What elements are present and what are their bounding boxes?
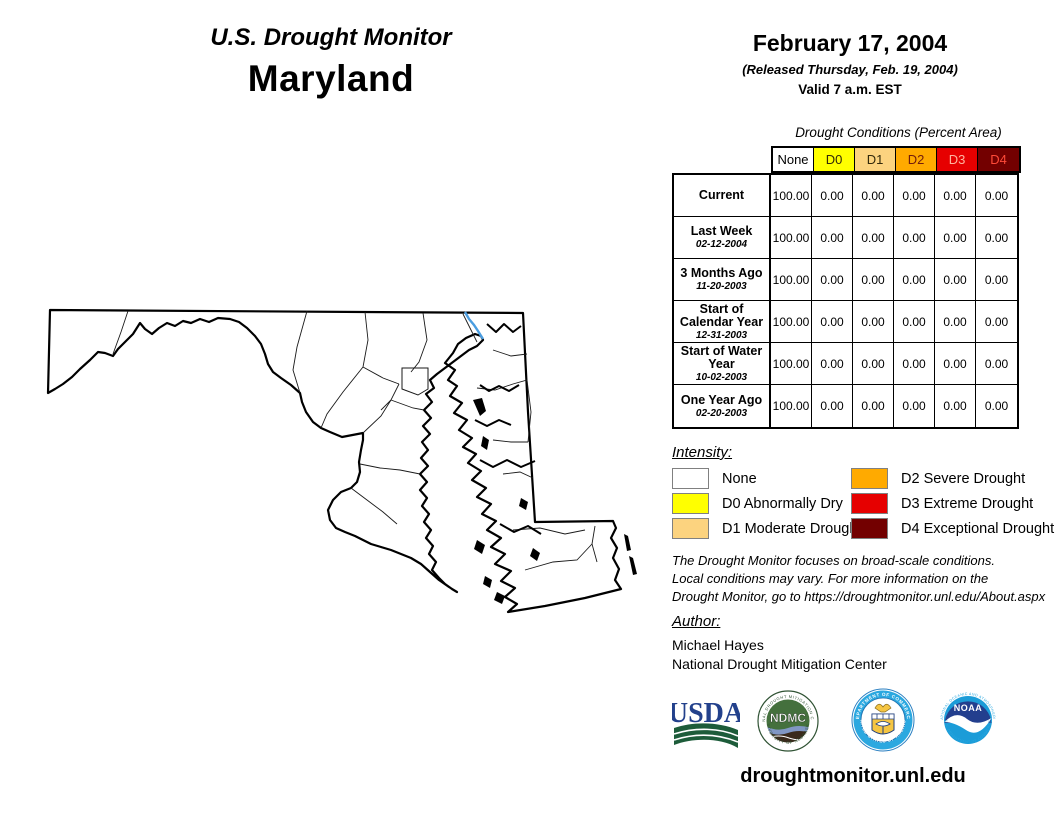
cell-3mo-d3: 0.00	[935, 259, 976, 301]
report-title: U.S. Drought Monitor	[210, 24, 452, 51]
state-name: Maryland	[247, 58, 415, 99]
author-organization: National Drought Mitigation Center	[672, 656, 887, 672]
cell-3mo-d2: 0.00	[894, 259, 935, 301]
cell-1yr-d4: 0.00	[984, 399, 1009, 413]
cell-lastweek-d3: 0.00	[935, 217, 976, 259]
column-header-none: None	[773, 148, 814, 171]
cell-current-d3: 0.00	[935, 175, 976, 217]
author-name: Michael Hayes	[672, 637, 764, 653]
cell-current-d4: 0.00	[976, 175, 1017, 217]
legend-column-right: D2 Severe Drought D3 Extreme Drought D4 …	[851, 468, 1054, 539]
drought-table-header: None D0 D1 D2 D3 D4	[771, 146, 1021, 173]
noaa-text: NOAA	[954, 703, 983, 713]
noaa-seagull	[944, 715, 992, 733]
cell-swy-d4: 0.00	[976, 343, 1017, 385]
cell-scy-d1: 0.00	[853, 301, 894, 343]
maryland-state-outline	[46, 308, 623, 614]
legend-swatch-d2	[851, 468, 888, 489]
bay-river-shorelines	[474, 323, 542, 535]
report-date: February 17, 2004	[752, 30, 948, 56]
row-label-start-calendar-year: Start of Calendar Year 12-31-2003	[674, 301, 771, 343]
cell-3mo-d4: 0.00	[976, 259, 1017, 301]
noaa-logo: NOAA NATIONAL OCEANIC AND ATMOSPHERIC U.…	[937, 689, 998, 750]
disclaimer-line-1: The Drought Monitor focuses on broad-sca…	[672, 553, 996, 568]
cell-3mo-d1: 0.00	[853, 259, 894, 301]
table-caption: Drought Conditions (Percent Area)	[795, 125, 1002, 140]
cell-1yr-d1: 0.00	[853, 385, 894, 427]
cell-current-d1: 0.00	[853, 175, 894, 217]
cell-scy-none: 100.00	[771, 301, 812, 343]
cell-1yr-none: 100.00	[771, 385, 812, 427]
cell-swy-none: 100.00	[771, 343, 812, 385]
cell-swy-d0: 0.00	[812, 343, 853, 385]
row-label-last-week: Last Week 02-12-2004	[674, 217, 771, 259]
chesapeake-islands	[473, 398, 637, 604]
legend-title: Intensity:	[672, 444, 733, 461]
county-borders	[112, 310, 598, 571]
cell-lastweek-d2: 0.00	[894, 217, 935, 259]
cell-lastweek-d4: 0.00	[976, 217, 1017, 259]
maryland-map	[46, 308, 637, 614]
legend-item-none: None	[672, 468, 861, 489]
drought-monitor-url: droughtmonitor.unl.edu	[740, 765, 966, 787]
cell-3mo-none: 100.00	[771, 259, 812, 301]
legend-swatch-none	[672, 468, 709, 489]
legend-swatch-d1	[672, 518, 709, 539]
department-of-commerce-seal: DEPARTMENT OF COMMERCE UNITED STATES OF …	[851, 688, 915, 752]
valid-time: Valid 7 a.m. EST	[798, 82, 902, 97]
legend-item-d2: D2 Severe Drought	[851, 468, 1054, 489]
disclaimer-line-2: Local conditions may vary. For more info…	[672, 571, 989, 586]
cell-1yr-d0: 0.00	[812, 385, 853, 427]
ndmc-text: NDMC	[770, 711, 806, 725]
title-block: U.S. Drought Monitor Maryland	[96, 24, 566, 100]
cell-lastweek-d1: 0.00	[853, 217, 894, 259]
cell-lastweek-none: 100.00	[771, 217, 812, 259]
legend-item-d4: D4 Exceptional Drought	[851, 518, 1054, 539]
row-label-start-water-year: Start of Water Year 10-02-2003	[674, 343, 771, 385]
cell-current-d2: 0.00	[894, 175, 935, 217]
author-heading: Author:	[672, 613, 721, 630]
cell-1yr-d2: 0.00	[894, 385, 935, 427]
cell-scy-d2: 0.00	[894, 301, 935, 343]
row-label-current: Current	[674, 175, 771, 217]
legend-item-d3: D3 Extreme Drought	[851, 493, 1054, 514]
cell-lastweek-d0: 0.00	[812, 217, 853, 259]
legend-swatch-d0	[672, 493, 709, 514]
cell-swy-d2: 0.00	[894, 343, 935, 385]
row-label-3-months-ago: 3 Months Ago 11-20-2003	[674, 259, 771, 301]
legend-swatch-d3	[851, 493, 888, 514]
legend-swatch-d4	[851, 518, 888, 539]
usda-logo: USDA	[672, 698, 740, 748]
cell-current-d0: 0.00	[812, 175, 853, 217]
cell-swy-d3: 0.00	[935, 343, 976, 385]
cell-scy-d4: 0.00	[976, 301, 1017, 343]
cell-3mo-d0: 0.00	[812, 259, 853, 301]
cell-1yr-d3: 0.00	[935, 385, 976, 427]
drought-table: Current 100.00 0.00 0.00 0.00 0.00 0.00 …	[672, 173, 1019, 429]
column-header-d4: D4	[978, 148, 1019, 171]
baltimore-city-outline	[401, 367, 429, 396]
legend-item-d0: D0 Abnormally Dry	[672, 493, 861, 514]
released-date: (Released Thursday, Feb. 19, 2004)	[742, 62, 958, 77]
column-header-d3: D3	[937, 148, 978, 171]
legend-item-d1: D1 Moderate Drought	[672, 518, 861, 539]
disclaimer-text: The Drought Monitor focuses on broad-sca…	[672, 552, 1045, 606]
row-label-one-year-ago: One Year Ago 02-20-2003	[674, 385, 771, 427]
ndmc-logo: NDMC NATIONAL DROUGHT MITIGATION CENTER …	[757, 690, 819, 752]
cell-scy-d3: 0.00	[935, 301, 976, 343]
doc-shield	[871, 713, 895, 735]
doc-eagle	[874, 703, 892, 713]
column-header-d1: D1	[855, 148, 896, 171]
cell-swy-d1: 0.00	[853, 343, 894, 385]
susquehanna-river-line	[463, 311, 485, 340]
legend-column-left: None D0 Abnormally Dry D1 Moderate Droug…	[672, 468, 861, 539]
cell-current-none: 100.00	[771, 175, 812, 217]
date-block: February 17, 2004 (Released Thursday, Fe…	[672, 30, 1028, 97]
column-header-d0: D0	[814, 148, 855, 171]
disclaimer-line-3: Drought Monitor, go to https://droughtmo…	[672, 589, 1046, 604]
column-header-d2: D2	[896, 148, 937, 171]
cell-scy-d0: 0.00	[812, 301, 853, 343]
